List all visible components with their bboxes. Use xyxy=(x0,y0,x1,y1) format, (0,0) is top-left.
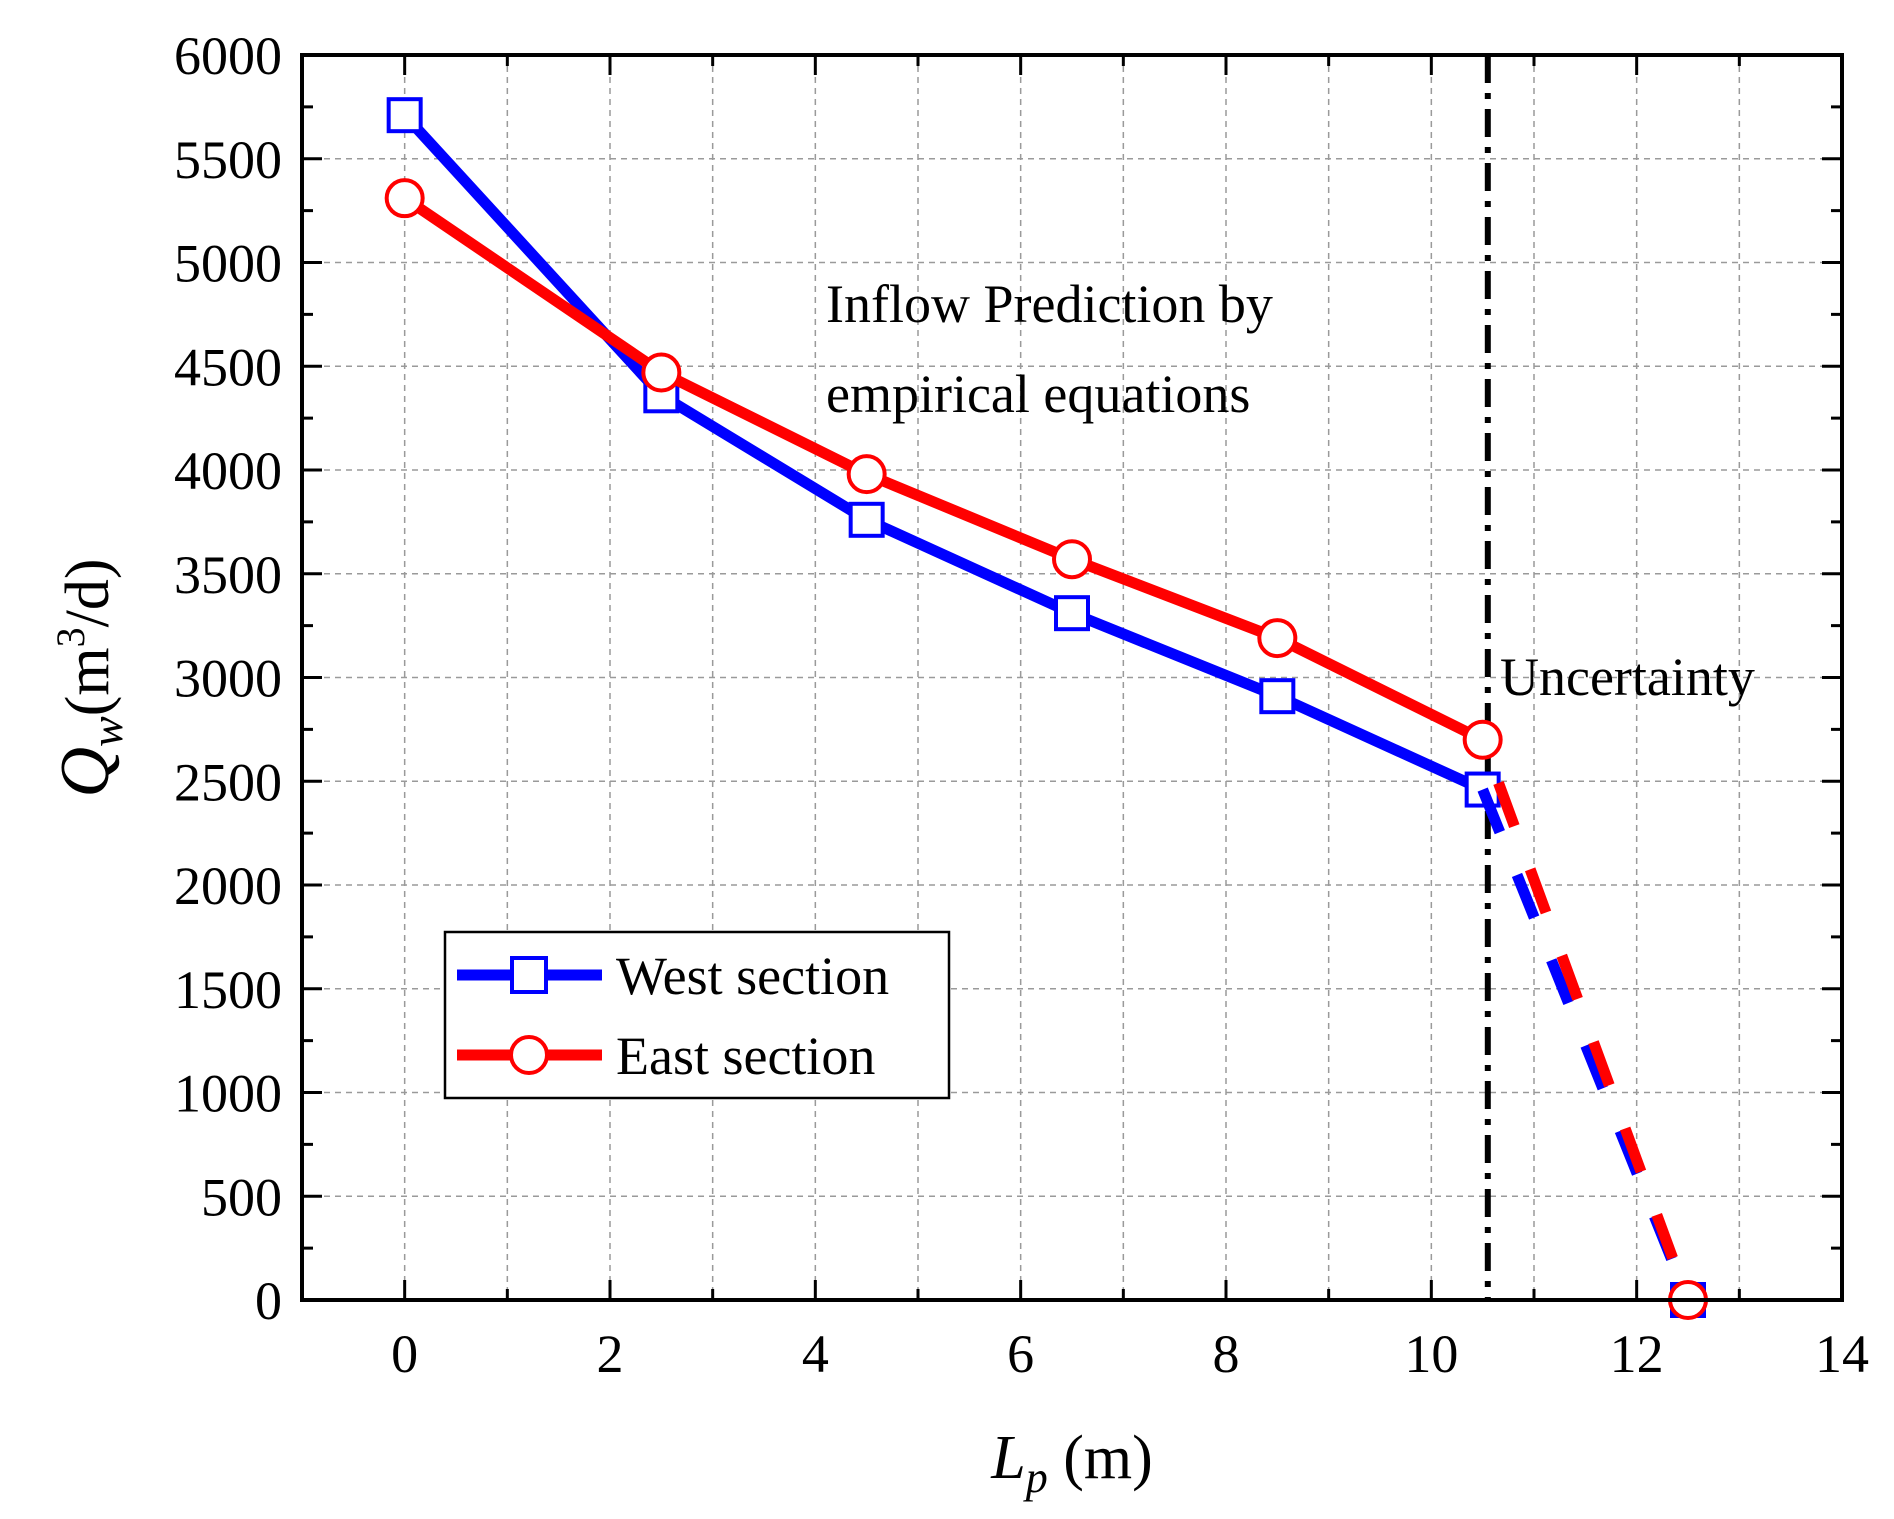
annotation-uncertainty: Uncertainty xyxy=(1500,647,1755,707)
data-point xyxy=(1257,618,1298,659)
y-tick-label: 3500 xyxy=(174,545,282,605)
series-line xyxy=(401,193,1486,745)
x-tick-label: 10 xyxy=(1404,1324,1458,1384)
data-point xyxy=(848,501,885,538)
x-tick-label: 0 xyxy=(391,1324,418,1384)
legend: West section East section xyxy=(443,930,951,1100)
plot-frame xyxy=(300,53,1844,1302)
data-point xyxy=(1052,539,1092,580)
x-tick-label: 14 xyxy=(1815,1324,1869,1384)
data-point xyxy=(846,454,887,495)
x-tick-labels: 0 2 4 6 8 10 12 14 xyxy=(391,1324,1869,1384)
data-point xyxy=(641,352,682,393)
y-tick-label: 5500 xyxy=(174,130,282,190)
y-tick-label: 0 xyxy=(255,1271,282,1331)
data-point xyxy=(386,97,423,134)
x-axis-title: Lp (m) xyxy=(990,1424,1153,1502)
y-tick-labels: 0 500 1000 1500 2000 2500 3000 3500 4000 4500 5000… xyxy=(174,26,282,1331)
x-tick-label: 4 xyxy=(802,1324,829,1384)
x-tick-label: 2 xyxy=(597,1324,624,1384)
y-tick-label: 2500 xyxy=(174,752,282,812)
y-tick-label: 4500 xyxy=(174,337,282,397)
legend-east-marker xyxy=(509,1035,549,1075)
y-tick-label: 5000 xyxy=(174,234,282,294)
x-tick-label: 12 xyxy=(1610,1324,1664,1384)
y-tick-label: 2000 xyxy=(174,856,282,916)
legend-east-label: East section xyxy=(616,1026,875,1086)
extrapolation-segment xyxy=(1477,737,1694,1302)
y-tick-label: 6000 xyxy=(174,26,282,86)
x-tick-label: 6 xyxy=(1007,1324,1034,1384)
data-point xyxy=(1259,678,1296,715)
data-point xyxy=(1054,595,1090,632)
major-ticks xyxy=(302,53,1844,1302)
legend-west-marker xyxy=(510,956,548,994)
y-tick-label: 1500 xyxy=(174,960,282,1020)
annotation-prediction-line1: Inflow Prediction by xyxy=(826,274,1273,334)
y-axis-title: Qw(m3/d) xyxy=(47,559,132,798)
series-line xyxy=(400,111,1485,795)
y-tick-label: 3000 xyxy=(174,649,282,709)
x-tick-label: 8 xyxy=(1213,1324,1240,1384)
series-east xyxy=(384,178,1708,1320)
y-tick-label: 1000 xyxy=(174,1064,282,1124)
data-point xyxy=(384,178,425,219)
y-tick-label: 4000 xyxy=(174,441,282,501)
annotation-prediction-line2: empirical equations xyxy=(826,364,1250,424)
data-point xyxy=(1462,719,1503,760)
y-tick-label: 500 xyxy=(201,1167,282,1227)
minor-ticks xyxy=(302,55,1842,1300)
series-layer xyxy=(384,97,1708,1320)
legend-west-label: West section xyxy=(616,946,889,1006)
